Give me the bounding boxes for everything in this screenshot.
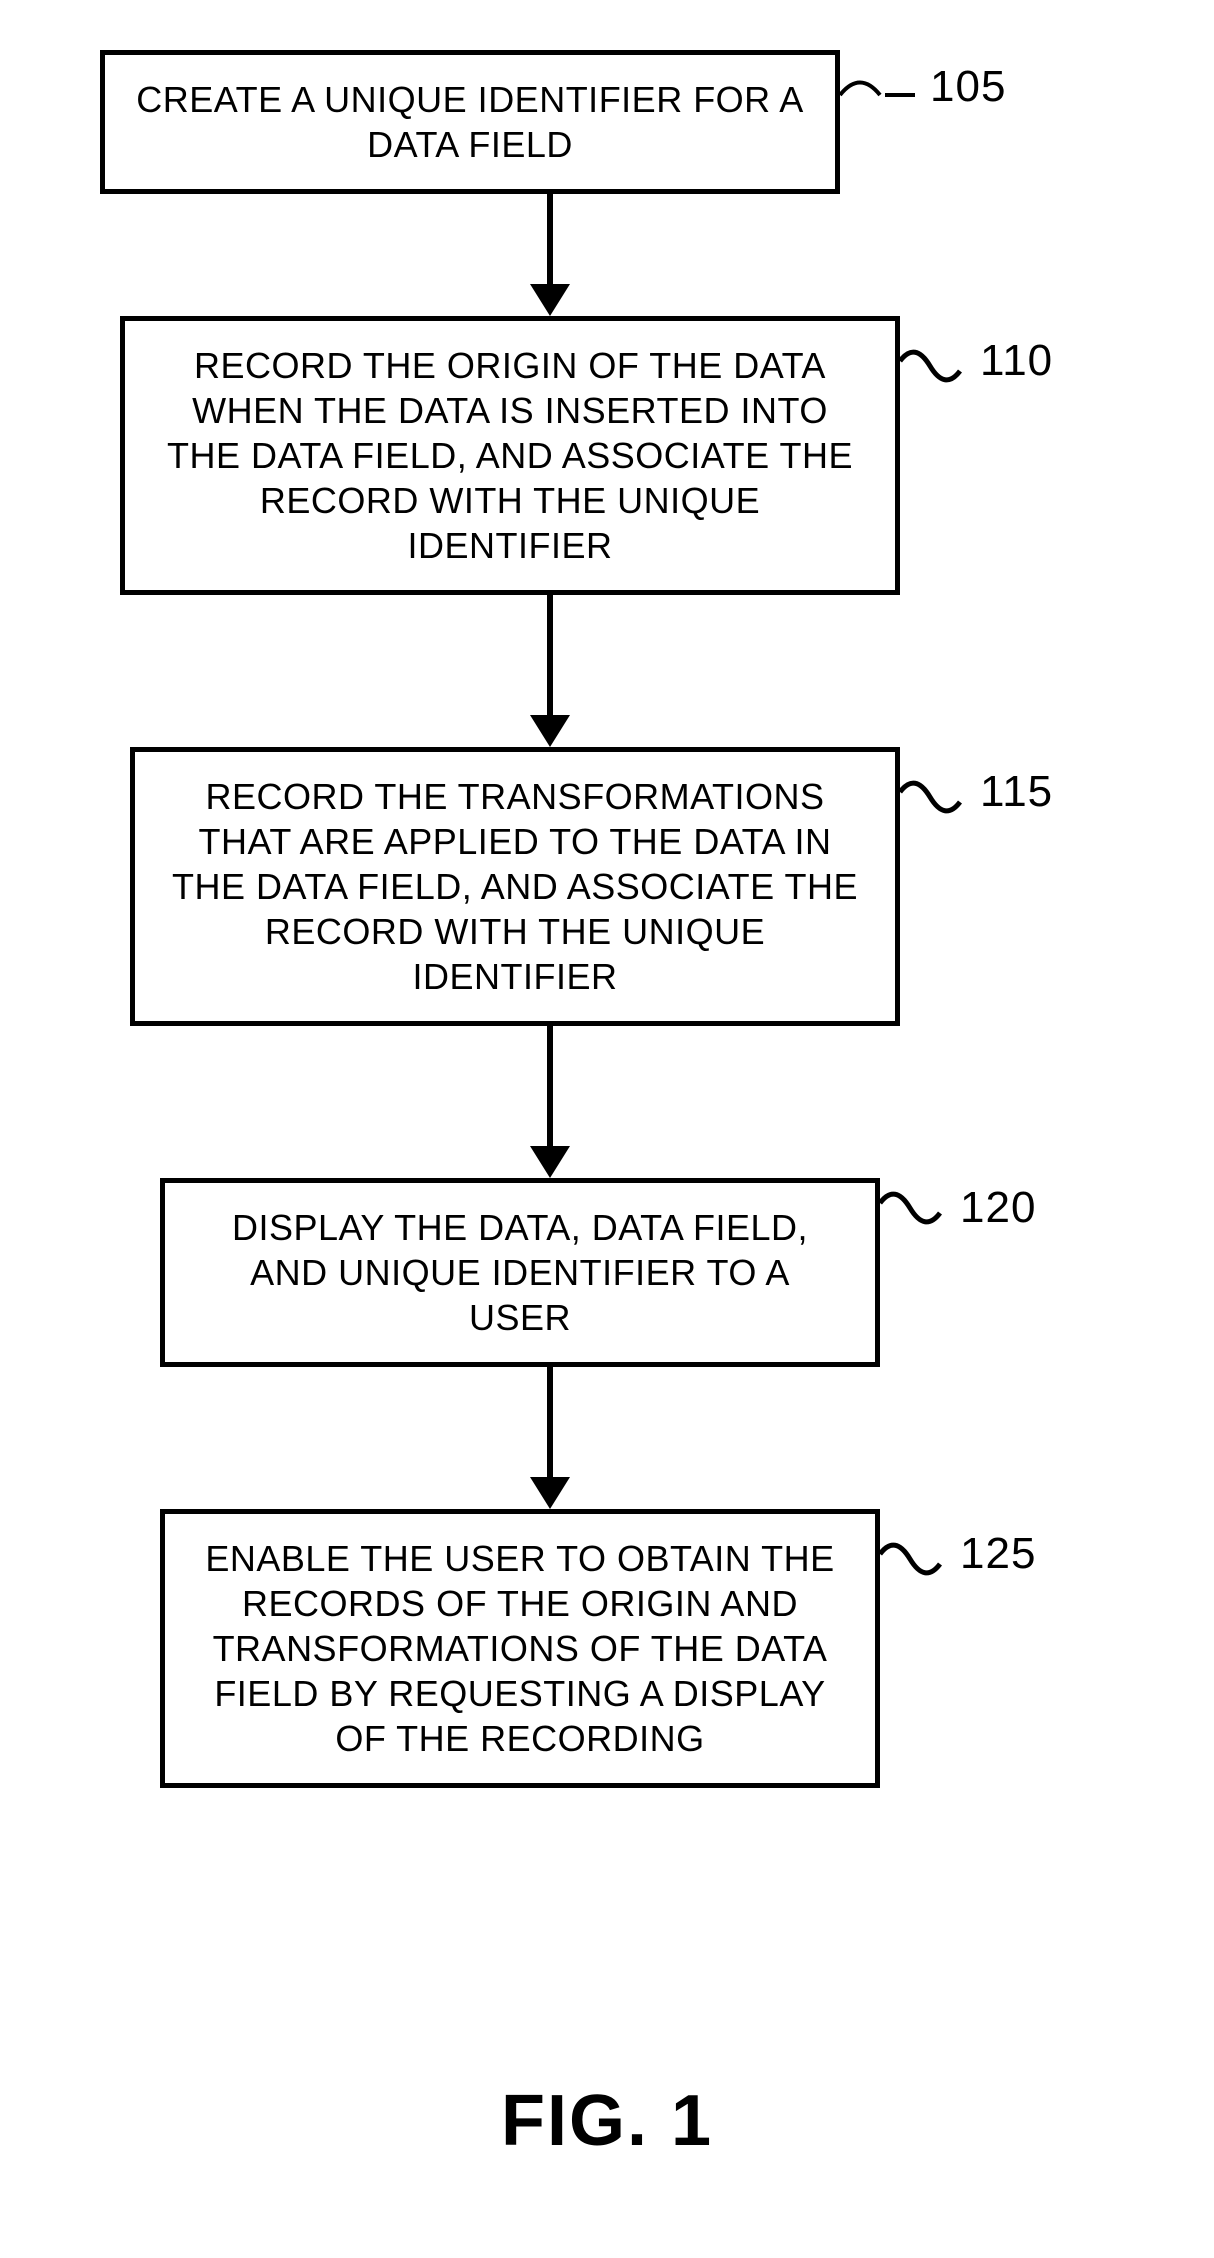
flow-arrow [100,1367,1000,1509]
flow-arrow [100,194,1000,316]
flow-label-125: 125 [960,1529,1036,1579]
flow-label-120: 120 [960,1183,1036,1233]
connector-120 [880,1188,960,1248]
flow-node-text: RECORD THE TRANSFORMATIONS THAT ARE APPL… [172,776,858,997]
flow-node-125: ENABLE THE USER TO OBTAIN THE RECORDS OF… [160,1509,880,1788]
figure-caption: FIG. 1 [0,2080,1214,2162]
flow-node-105: CREATE A UNIQUE IDENTIFIER FOR A DATA FI… [100,50,840,194]
flow-node-text: CREATE A UNIQUE IDENTIFIER FOR A DATA FI… [136,79,803,165]
flow-label-115: 115 [980,767,1053,817]
flow-node-120: DISPLAY THE DATA, DATA FIELD, AND UNIQUE… [160,1178,880,1367]
flow-arrow [100,1026,1000,1178]
connector-115 [900,777,980,837]
flow-node-text: DISPLAY THE DATA, DATA FIELD, AND UNIQUE… [232,1207,808,1338]
flow-node-115: RECORD THE TRANSFORMATIONS THAT ARE APPL… [130,747,900,1026]
flow-arrow [100,595,1000,747]
connector-105 [840,70,940,120]
connector-125 [880,1539,960,1599]
flowchart-container: CREATE A UNIQUE IDENTIFIER FOR A DATA FI… [100,50,1000,1788]
flow-label-110: 110 [980,336,1053,386]
flow-label-105: 105 [930,62,1006,112]
connector-110 [900,346,980,406]
flow-node-110: RECORD THE ORIGIN OF THE DATA WHEN THE D… [120,316,900,595]
flow-node-text: RECORD THE ORIGIN OF THE DATA WHEN THE D… [167,345,853,566]
flow-node-text: ENABLE THE USER TO OBTAIN THE RECORDS OF… [205,1538,834,1759]
